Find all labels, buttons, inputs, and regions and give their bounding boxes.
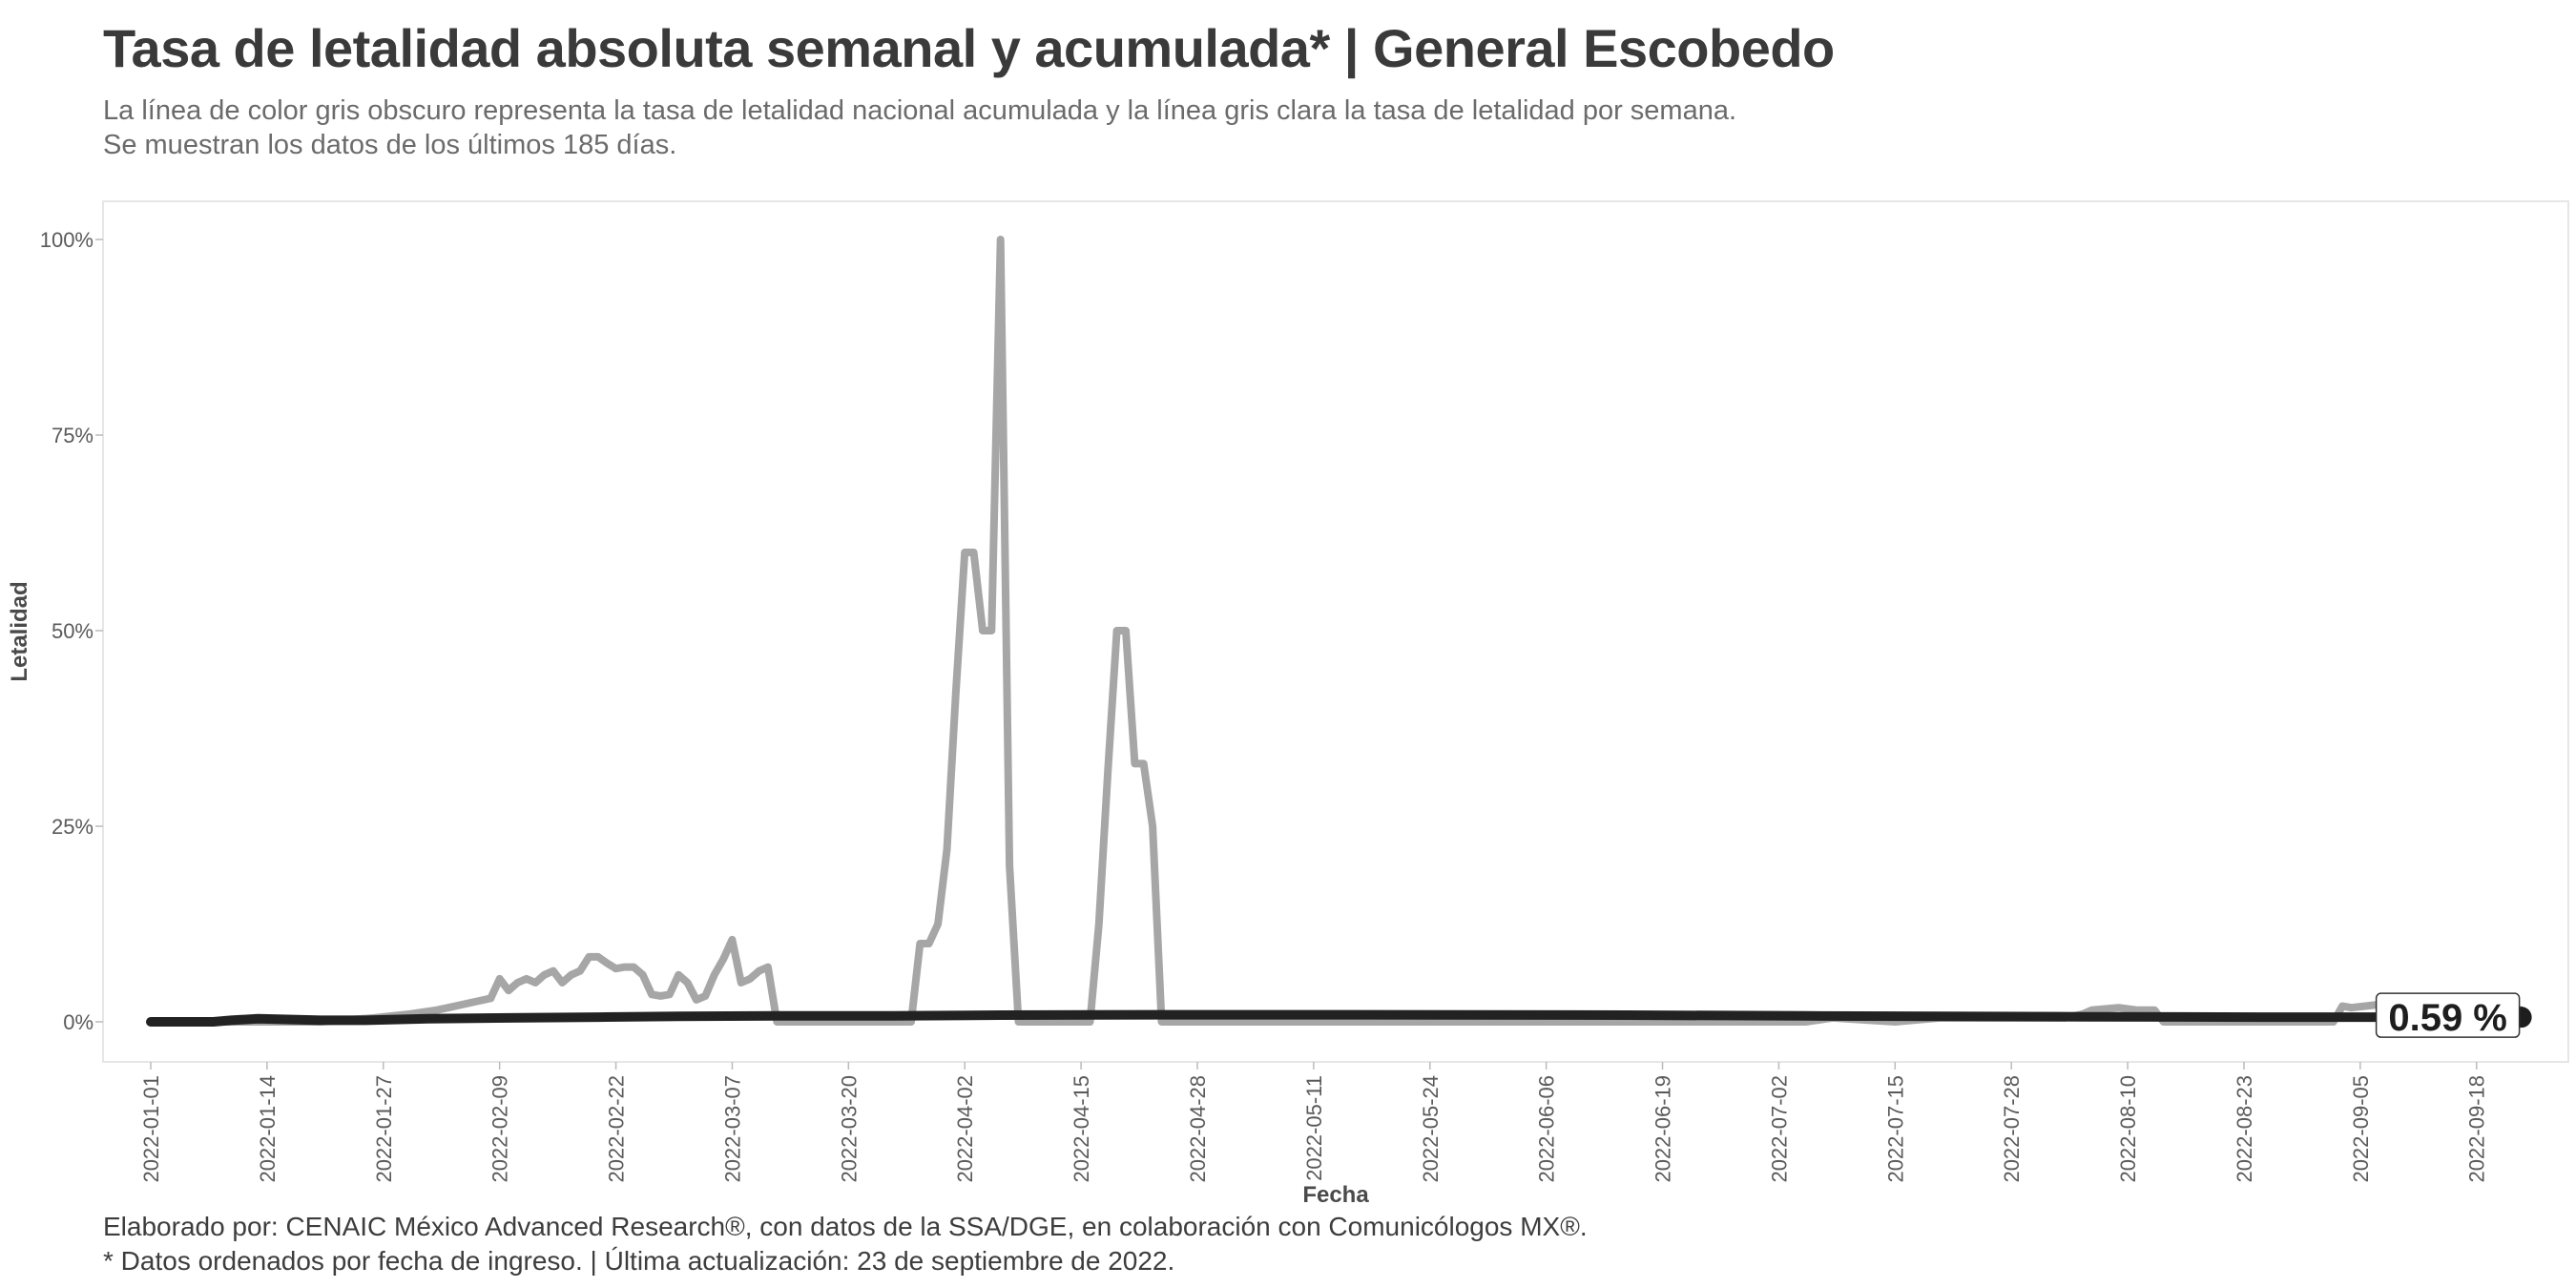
x-tick-label: 2022-04-02 [953,1075,977,1183]
x-tick-label: 2022-07-28 [2000,1075,2024,1183]
x-tick-label: 2022-09-18 [2465,1075,2489,1183]
x-tick-label: 2022-09-05 [2349,1075,2373,1183]
y-tick-label: 50% [52,619,93,643]
caption-line-1: Elaborado por: CENAIC México Advanced Re… [103,1212,1588,1241]
series-layer: 0.59 % [146,236,2532,1039]
endpoint-label-box [2375,992,2521,1038]
plot-panel [102,200,2569,1063]
y-tick-label: 75% [52,424,93,447]
subtitle-line-2: Se muestran los datos de los últimos 185… [103,130,677,160]
x-tick-label: 2022-06-06 [1535,1075,1559,1183]
subtitle-line-1: La línea de color gris obscuro represent… [103,95,1737,126]
chart-title: Tasa de letalidad absoluta semanal y acu… [103,18,1835,78]
chart-subtitle: La línea de color gris obscuro represent… [103,93,1736,162]
caption-line-2: * Datos ordenados por fecha de ingreso. … [103,1246,1175,1276]
x-tick-label: 2022-03-20 [837,1075,861,1183]
x-tick-label: 2022-05-24 [1419,1075,1443,1183]
x-tick-label: 2022-01-14 [256,1075,280,1183]
x-tick-label: 2022-08-23 [2233,1075,2256,1183]
x-tick-label: 2022-05-11 [1302,1075,1326,1181]
x-tick-label: 2022-07-02 [1767,1075,1791,1183]
x-tick-label: 2022-03-07 [720,1075,744,1183]
y-axis-ticks: 0% 25% 50% 75% 100% [40,228,103,1034]
x-tick-label: 2022-04-28 [1186,1075,1210,1183]
x-tick-label: 2022-02-09 [488,1075,512,1183]
cumulative-letalidad-line [146,1009,2526,1027]
x-tick-label: 2022-06-19 [1652,1075,1675,1183]
x-tick-label: 2022-02-22 [605,1075,629,1183]
weekly-letalidad-line [147,236,2525,1026]
x-axis-title: Fecha [1302,1182,1369,1208]
chart-caption: Elaborado por: CENAIC México Advanced Re… [103,1210,1588,1278]
x-tick-label: 2022-07-15 [1883,1075,1907,1183]
y-tick-label: 25% [52,815,93,839]
x-tick-label: 2022-04-15 [1070,1075,1093,1183]
x-tick-label: 2022-08-10 [2116,1075,2140,1183]
endpoint-value-label: 0.59 % [2388,997,2507,1039]
y-axis-title: Letalidad [7,581,32,681]
y-tick-label: 100% [40,228,93,252]
x-tick-label: 2022-01-01 [139,1075,163,1183]
x-axis-ticks: 2022-01-01 2022-01-14 2022-01-27 2022-02-09… [139,1062,2489,1183]
x-tick-label: 2022-01-27 [372,1075,396,1183]
y-tick-label: 0% [63,1010,93,1034]
